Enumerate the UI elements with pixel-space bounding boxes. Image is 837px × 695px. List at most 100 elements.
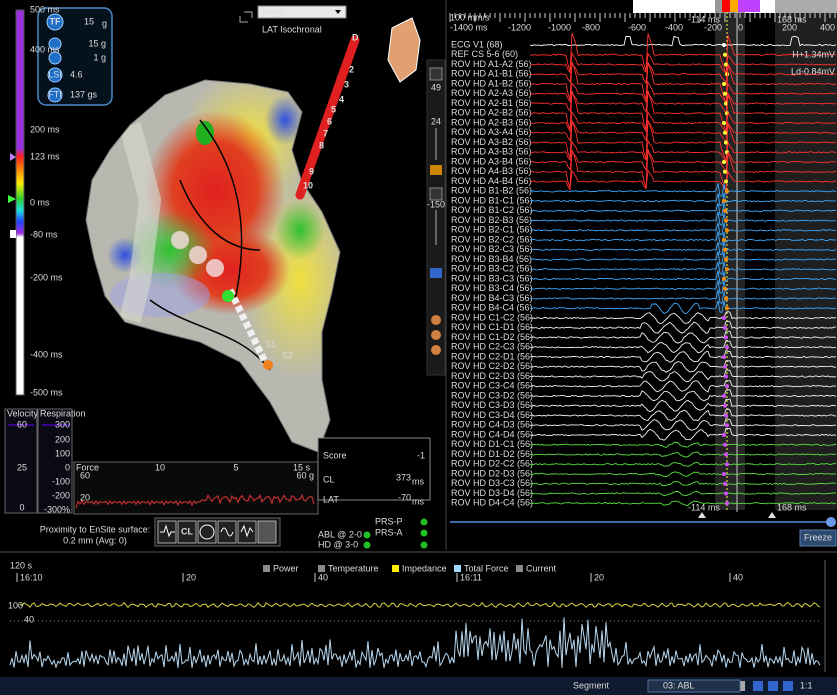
tool-button[interactable] [431,315,441,325]
ruler-label: -1400 ms [450,22,488,32]
egm-trace [529,183,837,197]
button[interactable] [257,520,277,544]
icon-label: TF [50,16,61,26]
egm-trace [529,408,837,422]
ruler-label: -200 [704,22,722,32]
cursor-flag [730,0,738,12]
activation-marker [724,413,728,418]
icon [47,67,63,83]
lesion [206,259,224,277]
activation-marker [725,384,729,389]
scale-marker [8,195,16,203]
channel-label: ROV HD D2-D3 (56) [451,468,533,478]
cursor-label: 168 ms [777,14,807,24]
button[interactable] [197,520,217,544]
next-button[interactable] [783,681,793,691]
segment-value: 03: ABL [663,680,695,690]
segment-dropdown[interactable] [647,679,741,693]
activation-marker [724,452,728,457]
tool-button[interactable] [430,165,442,175]
scale-label: 100 [8,600,23,610]
cursor-marker [768,512,776,518]
icon [48,51,62,65]
button[interactable] [157,520,177,544]
scale-label: 40 [24,614,34,624]
scroll-thumb[interactable] [826,517,836,527]
indicator-light [420,518,428,526]
tool-button[interactable] [429,67,443,81]
indicator-light [363,531,371,539]
respiration-tick: 200 [55,434,70,444]
indicator-light [363,541,371,549]
tool-button[interactable] [429,187,443,201]
activation-marker [722,355,726,359]
annotation: Ld-0.84mV [791,66,835,76]
egm-trace [529,110,837,134]
lat-value: -70 [398,492,411,502]
prev-button[interactable] [768,681,778,691]
legend-label: Total Force [464,563,509,573]
activation-marker [724,179,728,184]
channel-label: ROV HD C2-D1 (56) [451,351,533,361]
channel-label: ROV HD C3-D2 (56) [451,390,533,400]
lesion [189,246,207,264]
activation-marker [724,335,728,340]
electrode-label: D [352,32,359,42]
channel-label: ROV HD C2-D3 (56) [451,371,533,381]
activation-marker [723,403,727,408]
button[interactable] [177,520,197,544]
channel-label: ROV HD D1-D2 (56) [451,449,533,459]
channel-label: ROV HD C4-D3 (56) [451,420,533,430]
channel-label: ROV HD C1-C2 (56) [451,312,533,322]
pause-button[interactable] [753,681,763,691]
freeze-button[interactable] [799,529,837,547]
side-value: 24 [431,116,441,126]
egm-trace [529,398,837,412]
egm-trace [529,289,837,304]
channel-label: ROV HD B2-C2 (56) [451,234,533,244]
indicator-label: PRS-A [375,527,403,537]
ruler-label: -1200 [508,22,531,32]
button[interactable] [237,520,257,544]
channel-label: ROV HD D1-C1 (56) [451,439,533,449]
zoom-label: 1:1 [800,680,813,690]
channel-label: ROV HD A1-B1 (56) [451,69,532,79]
map-dropdown[interactable] [257,5,347,19]
scale-label: 400 ms [30,44,60,54]
activation-marker [725,306,729,311]
respiration-tick: -300% [44,504,70,514]
activation-marker [724,296,728,301]
channel-label: ROV HD C3-C4 (56) [451,381,533,391]
activation-marker [724,218,728,223]
egm-trace [529,280,837,294]
lsi: 4.6 [70,69,83,79]
channel-label: ROV HD A2-B2 (56) [451,108,532,118]
egm-trace [529,90,837,116]
activation-marker [725,345,729,350]
channel-label: ROV HD B3-C3 (56) [451,273,533,283]
tool-button[interactable] [431,345,441,355]
orientation-icon [387,17,421,83]
channel-label: ROV HD B1-C2 (56) [451,205,533,215]
channel-label: ROV HD C1-D1 (56) [451,322,533,332]
legend-swatch [454,565,461,572]
color-scale [15,9,25,396]
tool-button[interactable] [431,330,441,340]
activation-marker [722,121,726,125]
egm-trace [529,202,837,217]
channel-label: REF CS 5-6 (60) [451,49,518,59]
egm-trace [529,231,837,246]
freeze-label: Freeze [804,532,832,542]
proximity-text: 0.2 mm (Avg: 0) [63,535,127,545]
egm-trace [529,90,837,132]
time-label: 20 [594,572,604,582]
channel-label: ROV HD A2-B3 (56) [451,117,532,127]
egm-trace [529,349,837,363]
electrode-label: 10 [303,180,313,190]
activation-marker [723,442,727,447]
anatomy-outline [85,79,341,453]
lesion [171,231,189,249]
ruler: -1400 ms -1200 -1000 -800 -600 -400 -200 0 200 40… [449,13,836,32]
tool-button[interactable] [430,268,442,278]
